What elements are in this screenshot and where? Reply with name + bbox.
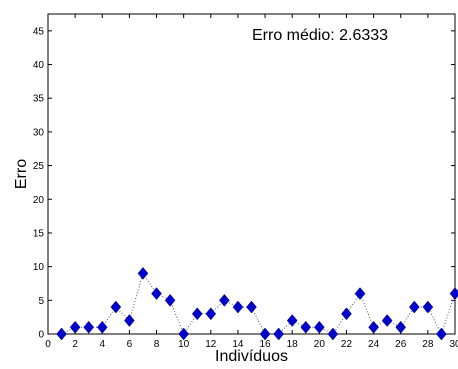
data-point <box>232 300 244 314</box>
y-tick-label: 40 <box>33 60 45 71</box>
data-point <box>137 266 149 280</box>
data-point <box>83 320 95 334</box>
data-point <box>273 327 284 341</box>
mean-error-annotation: Erro médio: 2.6333 <box>252 27 388 44</box>
data-point <box>259 327 271 341</box>
y-tick-label: 5 <box>38 296 44 307</box>
x-axis-label: Indivíduos <box>215 348 288 365</box>
x-tick-label: 28 <box>422 339 434 350</box>
data-point <box>341 307 352 321</box>
data-point <box>436 327 447 341</box>
x-tick-label: 18 <box>287 339 299 350</box>
data-point <box>124 314 135 327</box>
data-point <box>286 314 298 327</box>
data-point <box>178 327 189 341</box>
data-point <box>314 320 325 334</box>
data-point <box>368 320 379 334</box>
y-tick-label: 15 <box>33 228 45 239</box>
y-tick-label: 35 <box>33 94 45 105</box>
x-tick-label: 20 <box>314 339 326 350</box>
y-tick-label: 45 <box>33 26 45 37</box>
y-axis-label: Erro <box>13 159 30 189</box>
x-tick-label: 24 <box>368 339 380 350</box>
x-tick-label: 12 <box>205 339 217 350</box>
data-point <box>381 314 393 327</box>
data-point <box>449 287 458 300</box>
x-tick-label: 22 <box>341 339 353 350</box>
data-point <box>395 320 407 334</box>
data-point <box>354 287 366 300</box>
y-tick-label: 0 <box>38 330 44 341</box>
data-point <box>191 307 203 321</box>
y-tick-label: 30 <box>33 127 45 138</box>
series-markers <box>56 266 458 341</box>
x-tick-label: 10 <box>178 339 190 350</box>
x-tick-label: 16 <box>260 339 272 350</box>
data-point <box>164 293 176 307</box>
y-axis-ticks: 0 5 10 15 20 25 30 35 40 45 <box>33 26 455 341</box>
data-point <box>300 320 312 334</box>
x-tick-label: 0 <box>45 339 51 350</box>
x-tick-label: 4 <box>99 339 105 350</box>
data-point <box>219 293 230 307</box>
x-tick-label: 26 <box>395 339 407 350</box>
y-tick-label: 20 <box>33 195 45 206</box>
data-point <box>327 327 339 341</box>
x-tick-label: 2 <box>72 339 78 350</box>
x-tick-label: 30 <box>449 339 458 350</box>
data-point <box>56 327 67 341</box>
x-tick-label: 6 <box>127 339 133 350</box>
data-point <box>151 287 162 300</box>
data-point <box>69 320 81 334</box>
y-tick-label: 25 <box>33 161 45 172</box>
data-point <box>205 307 217 321</box>
x-axis-ticks: 0 2 4 6 8 10 12 14 16 18 20 22 24 26 28 30 <box>45 14 458 350</box>
y-tick-label: 10 <box>33 262 45 273</box>
data-point <box>96 320 108 334</box>
data-point <box>422 300 434 314</box>
x-tick-label: 8 <box>154 339 160 350</box>
data-point <box>408 300 420 314</box>
data-point <box>110 300 122 314</box>
plot-area <box>47 13 456 335</box>
data-point <box>246 300 257 314</box>
x-tick-label: 14 <box>232 339 244 350</box>
